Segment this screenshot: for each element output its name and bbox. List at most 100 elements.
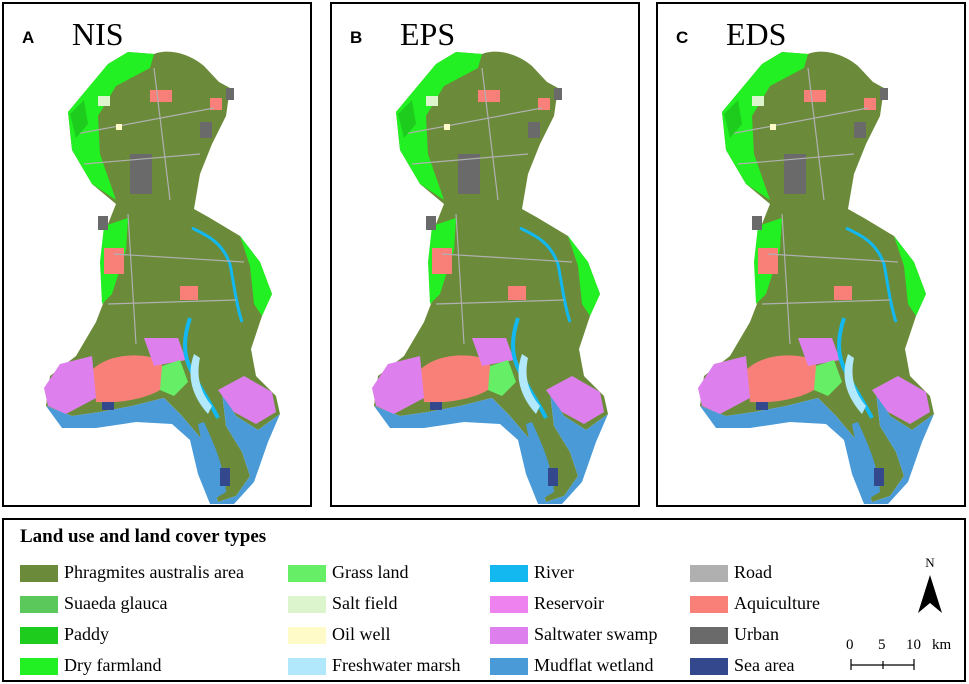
legend-swatch [20,627,58,644]
legend-swatch [20,658,58,675]
legend-swatch [490,627,528,644]
land-region-oil-well [116,124,122,130]
land-region-salt-field [752,96,764,106]
land-region-aquiculture [538,98,550,110]
land-region-aquiculture [432,248,452,274]
land-region-urban [200,122,212,138]
land-region-paddy [398,100,416,138]
land-cover-map [44,51,280,504]
legend-swatch [20,565,58,582]
land-region-saltwater-swamp [472,338,514,366]
scale-bar-line [850,659,915,670]
land-region-aquiculture [758,248,778,274]
legend-label: Paddy [64,624,109,644]
legend-swatch [288,627,326,644]
legend-swatch [690,596,728,613]
land-region-urban [554,88,562,100]
land-region-paddy [724,100,742,138]
land-region-sea-area [220,468,230,486]
legend-swatch [690,658,728,675]
land-region-salt-field [426,96,438,106]
land-region-oil-well [444,124,450,130]
land-region-saltwater-swamp [546,376,604,424]
land-region-saltwater-swamp [798,338,840,366]
land-region-saltwater-swamp [144,338,186,366]
land-region-sea-area [874,468,884,486]
scale-tick-label: 10 [906,637,921,653]
legend-swatch [288,565,326,582]
land-region-saltwater-swamp [218,376,276,424]
legend-label: Reservoir [534,593,604,613]
land-region-urban [226,88,234,100]
land-region-mudflat-wetland [46,392,280,504]
land-region-mudflat-wetland [526,422,554,498]
land-region-mudflat-wetland [852,422,880,498]
land-region-dry-farmland [240,236,272,316]
land-region-urban [752,216,762,230]
legend-label: Urban [734,624,779,644]
land-region-saltwater-swamp [44,356,96,414]
scale-tick-label: 5 [878,637,886,653]
legend-label: Dry farmland [64,655,162,675]
land-region-saltwater-swamp [698,356,750,414]
land-region-aquiculture [834,286,852,300]
land-region-aquiculture [150,90,172,102]
legend-swatch [490,658,528,675]
legend-label: Sea area [734,655,795,675]
land-region-freshwater-marsh [844,354,866,414]
legend-label: Phragmites australis area [64,562,244,582]
land-region-river [845,226,898,323]
land-region-aquiculture [180,286,198,300]
map-panel-a: A NIS [2,2,312,507]
land-region-mudflat-wetland [374,392,608,504]
land-region-sea-area [102,402,114,410]
land-region-river [191,226,244,323]
north-label: N [925,555,935,570]
legend-label: River [534,562,574,582]
land-region-aquiculture [864,98,876,110]
land-region-saltwater-swamp [872,376,930,424]
legend-label: Grass land [332,562,409,582]
panel-letter: B [350,28,363,47]
map-panel-c: C EDS [656,2,966,507]
land-region-sea-area [548,468,558,486]
map-panel-b: B EPS [330,2,640,507]
land-region-saltwater-swamp [372,356,424,414]
panel-title: EPS [400,16,456,52]
land-region-grass-land [160,360,188,396]
legend-label: Mudflat wetland [534,655,654,675]
legend-swatch [288,596,326,613]
land-region-freshwater-marsh [518,354,540,414]
land-region-urban [880,88,888,100]
land-region-aquiculture [92,355,168,403]
panel-title: EDS [726,16,787,52]
land-region-urban [528,122,540,138]
land-region-aquiculture [210,98,222,110]
legend-label: Freshwater marsh [332,655,461,675]
legend-swatch [288,658,326,675]
legend-label: Salt field [332,593,398,613]
legend-label: Oil well [332,624,391,644]
land-region-urban [130,154,152,194]
land-region-urban [458,154,480,194]
land-region-aquiculture [104,248,124,274]
land-region-freshwater-marsh [190,354,212,414]
land-region-road [403,67,573,345]
land-region-road [75,67,245,345]
land-cover-map [372,51,608,504]
land-region-aquiculture [420,355,496,403]
land-region-aquiculture [804,90,826,102]
panel-title: NIS [72,16,124,52]
land-region-sea-area [756,402,768,410]
land-region-mudflat-wetland [700,392,934,504]
land-region-dry-farmland [568,236,600,316]
legend-label: Saltwater swamp [534,624,658,644]
land-region-urban [854,122,866,138]
land-region-road [729,67,899,345]
land-region-salt-field [98,96,110,106]
scale-tick-label: 0 [846,637,854,653]
land-region-grass-land [488,360,516,396]
land-region-aquiculture [508,286,526,300]
legend-swatch [690,627,728,644]
legend-label: Road [734,562,772,582]
